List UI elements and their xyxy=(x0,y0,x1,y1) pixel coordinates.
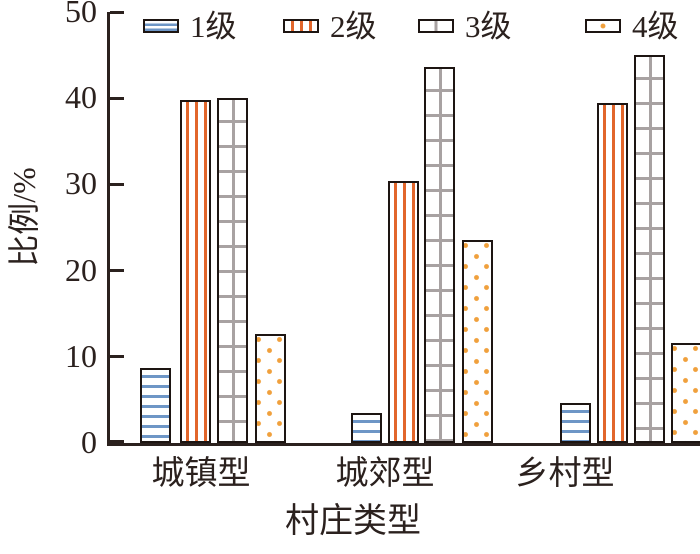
y-tick-40 xyxy=(110,96,124,100)
y-tick-0 xyxy=(110,440,124,443)
bar-城镇型-1级 xyxy=(140,368,171,443)
x-category-label-城郊型: 城郊型 xyxy=(335,456,435,492)
y-tick-10 xyxy=(110,355,124,359)
legend-item-2级: 2级 xyxy=(283,6,377,46)
x-category-label-乡村型: 乡村型 xyxy=(515,456,615,492)
bar-城郊型-1级 xyxy=(351,413,382,443)
x-axis-title: 村庄类型 xyxy=(285,503,421,540)
legend-label-1级: 1级 xyxy=(190,8,237,44)
legend-label-3级: 3级 xyxy=(465,8,512,44)
plot-area: 0 10 20 30 40 50 城镇型 城郊型 乡村型 xyxy=(65,0,700,491)
bar-乡村型-4级 xyxy=(671,343,700,443)
bar-城郊型-2级 xyxy=(388,181,419,443)
legend-item-4级: 4级 xyxy=(585,6,679,46)
y-tick-30 xyxy=(110,182,124,186)
y-tick-20 xyxy=(110,269,124,273)
legend-swatch-3级 xyxy=(418,19,454,33)
bar-城镇型-3级 xyxy=(217,98,248,443)
y-tick-label-40: 40 xyxy=(65,79,97,116)
bar-乡村型-3级 xyxy=(634,55,665,443)
legend-label-4级: 4级 xyxy=(632,8,679,44)
y-tick-50 xyxy=(110,10,124,14)
y-tick-label-20: 20 xyxy=(65,251,97,288)
y-tick-label-0: 0 xyxy=(81,424,97,460)
bar-城郊型-3级 xyxy=(424,67,455,443)
bar-城镇型-4级 xyxy=(255,334,286,443)
legend-label-2级: 2级 xyxy=(330,8,377,44)
bar-乡村型-1级 xyxy=(560,403,591,443)
legend-item-1级: 1级 xyxy=(143,6,237,46)
legend-swatch-4级 xyxy=(585,19,621,33)
x-category-label-城镇型: 城镇型 xyxy=(151,456,251,492)
bar-乡村型-2级 xyxy=(597,103,628,443)
legend-item-3级: 3级 xyxy=(418,6,512,46)
y-tick-label-30: 30 xyxy=(65,165,97,202)
y-tick-label-10: 10 xyxy=(65,337,97,374)
y-tick-label-50: 50 xyxy=(65,0,97,29)
legend-swatch-2级 xyxy=(283,19,319,33)
legend-swatch-1级 xyxy=(143,19,179,33)
bar-城镇型-2级 xyxy=(180,100,211,443)
bar-城郊型-4级 xyxy=(462,240,493,443)
